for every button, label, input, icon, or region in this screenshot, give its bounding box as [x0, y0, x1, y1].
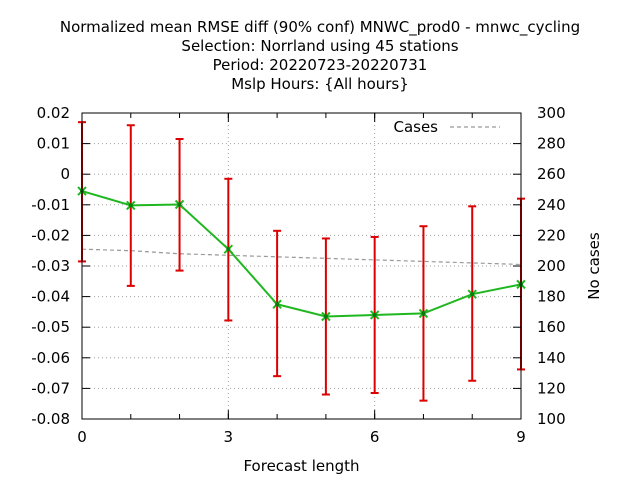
data-point-marker [321, 311, 331, 322]
y2-tick-label: 140 [537, 349, 566, 367]
y-tick-label: -0.04 [31, 288, 70, 306]
y-tick-label: -0.01 [31, 196, 70, 214]
marker-center [177, 202, 182, 207]
y2-tick-label: 300 [537, 104, 566, 122]
y-tick-label: 0.01 [37, 135, 70, 153]
y2-tick-label: 220 [537, 226, 566, 244]
x-tick-label: 3 [224, 428, 234, 446]
title-line: Period: 20220723-20220731 [213, 56, 428, 74]
y-tick-label: -0.07 [31, 379, 70, 397]
data-point-marker [467, 289, 477, 299]
data-point-marker [126, 200, 136, 211]
x-tick-label: 0 [77, 428, 87, 446]
y2-tick-label: 160 [537, 318, 566, 336]
x-tick-label: 9 [516, 428, 526, 446]
y-tick-label: -0.06 [31, 349, 70, 367]
y-tick-label: 0 [60, 165, 70, 183]
x-tick-label: 6 [370, 428, 380, 446]
marker-center [421, 311, 426, 316]
marker-center [226, 247, 231, 252]
y2-axis-label: No cases [585, 232, 603, 300]
y2-tick-label: 280 [537, 135, 566, 153]
y2-tick-label: 200 [537, 257, 566, 275]
chart-title: Normalized mean RMSE diff (90% conf) MNW… [60, 18, 580, 93]
marker-center [470, 292, 475, 297]
axis-ticks: 0.02 0.01 0 -0.01 -0.02 -0.03 -0.04 -0.05 -0.06 -… [31, 104, 565, 446]
y2-tick-label: 260 [537, 165, 566, 183]
x-axis-label: Forecast length [243, 457, 359, 475]
y2-tick-label: 100 [537, 410, 566, 428]
title-line: Mslp Hours: {All hours} [231, 75, 409, 93]
data-point-marker [174, 199, 185, 210]
y-tick-label: -0.02 [31, 226, 70, 244]
y2-tick-label: 240 [537, 196, 566, 214]
title-line: Normalized mean RMSE diff (90% conf) MNW… [60, 18, 580, 37]
data-point-marker [223, 244, 234, 254]
rmse-diff-series-line [81, 190, 522, 318]
legend: Cases [393, 118, 500, 136]
y-tick-label: -0.08 [31, 410, 70, 428]
marker-center [372, 312, 377, 317]
title-line: Selection: Norrland using 45 stations [181, 37, 458, 55]
marker-center [128, 203, 133, 208]
legend-label-cases: Cases [393, 118, 438, 136]
data-point-marker [272, 299, 282, 309]
cases-series-line [81, 248, 522, 266]
marker-center [275, 302, 280, 307]
y-tick-label: -0.03 [31, 257, 70, 275]
y-tick-label: 0.02 [37, 104, 70, 122]
y2-tick-label: 180 [537, 288, 566, 306]
axis-labels: Forecast length No cases [243, 232, 603, 475]
y-tick-label: -0.05 [31, 318, 70, 336]
y2-tick-label: 120 [537, 379, 566, 397]
data-point-marker [369, 310, 380, 320]
data-point-marker [418, 308, 429, 319]
marker-center [323, 314, 328, 319]
